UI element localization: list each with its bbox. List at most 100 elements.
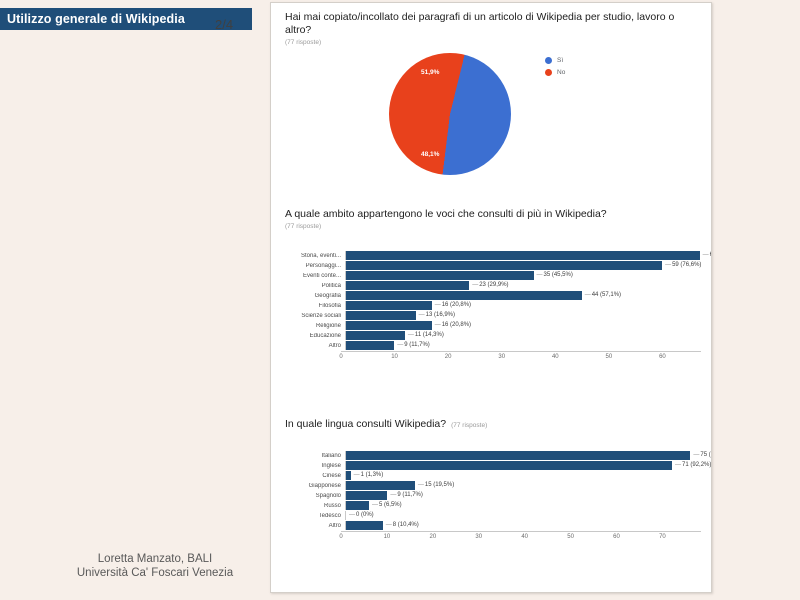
bar-value-label: 16 (20,8%) — [435, 321, 471, 330]
axis-tick-label: 0 — [339, 354, 343, 360]
bar-category-label: Personaggi... — [305, 262, 341, 269]
bar-category-label: Altro — [328, 522, 341, 529]
bar-track: 35 (45,5%) — [345, 271, 701, 280]
bar-chart-row: Altro 9 (11,7%) — [281, 341, 701, 350]
slide-title-bar: Utilizzo generale di Wikipedia — [0, 8, 252, 30]
bar-track: 9 (11,7%) — [345, 491, 701, 500]
bar-value-label: 15 (19,5%) — [418, 481, 454, 490]
bar-track: 23 (29,9%) — [345, 281, 701, 290]
bar-chart-row: Educazione 11 (14,3%) — [281, 331, 701, 340]
bar-category-label: Russo — [323, 502, 341, 509]
question-2-title: A quale ambito appartengono le voci che … — [285, 208, 607, 220]
bar-value-label: 16 (20,8%) — [435, 301, 471, 310]
bar-chart-row: Italiano 75 (97,4%) — [281, 451, 711, 460]
bar-chart-row: Filosofia 16 (20,8%) — [281, 301, 701, 310]
bar[interactable] — [346, 331, 405, 340]
bar-value-label: 9 (11,7%) — [390, 491, 423, 500]
bar[interactable] — [346, 521, 383, 530]
bar-category-label: Educazione — [309, 332, 341, 339]
bar-chart-row: Storia, eventi... 66 (85,7%) — [281, 251, 711, 260]
bar-track: 15 (19,5%) — [345, 481, 701, 490]
legend-item-si[interactable]: Sì — [545, 57, 565, 64]
bar-category-label: Cinese — [322, 472, 341, 479]
bar-track: 13 (16,9%) — [345, 311, 701, 320]
bar[interactable] — [346, 251, 700, 260]
bar-chart-3: Italiano75 (97,4%) Inglese 71 (92,2%) Cines… — [281, 451, 711, 546]
axis-tick-label: 20 — [429, 534, 437, 540]
bar-value-label: 9 (11,7%) — [397, 341, 430, 350]
bar-track: 44 (57,1%) — [345, 291, 701, 300]
pie-slice-label-no: 51,9% — [421, 69, 440, 76]
bar-category-label: Inglese — [321, 462, 341, 469]
bar-track: 0 (0%) — [345, 511, 701, 520]
question-3-title: In quale lingua consulti Wikipedia? (77 r… — [285, 418, 697, 432]
bar-chart-row: Inglese 71 (92,2%) — [281, 461, 711, 470]
axis-tick-label: 20 — [444, 354, 452, 360]
bar-category-label: Altro — [328, 342, 341, 349]
axis-tick-label: 30 — [475, 534, 483, 540]
survey-results-card: Hai mai copiato/incollato dei paragrafi … — [270, 2, 712, 593]
bar-chart-row: Geografia 44 (57,1%) — [281, 291, 701, 300]
question-block-2: A quale ambito appartengono le voci che … — [285, 208, 697, 230]
bar-category-label: Scienze sociali — [301, 312, 341, 319]
bar-chart-3-axis: 0 10 20 30 40 50 60 70 — [339, 531, 701, 546]
bar-chart-row: Eventi conte... 35 (45,5%) — [281, 271, 701, 280]
bar[interactable] — [346, 341, 395, 350]
footer-affiliation: Università Ca' Foscari Venezia — [76, 567, 234, 579]
axis-tick-label: 40 — [551, 354, 559, 360]
pie-chart-graphic — [389, 53, 511, 175]
bar[interactable] — [346, 501, 369, 510]
bar[interactable] — [346, 461, 673, 470]
question-block-1: Hai mai copiato/incollato dei paragrafi … — [285, 11, 697, 46]
bar-track: 16 (20,8%) — [345, 301, 701, 310]
bar[interactable] — [346, 271, 534, 280]
bar-category-label: Religione — [315, 322, 341, 329]
bar-chart-row: Altro 8 (10,4%) — [281, 521, 701, 530]
bar-track: 75 (97,4%) — [345, 451, 711, 460]
pie-slice-label-si: 48,1% — [421, 151, 440, 158]
axis-tick-label: 10 — [391, 354, 398, 360]
bar-chart-row: Religione 16 (20,8%) — [281, 321, 701, 330]
bar-category-label: Geografia — [314, 292, 341, 299]
footer-author: Loretta Manzato, BALI — [97, 553, 213, 565]
bar-chart-2-axis: 0 10 20 30 40 50 60 — [339, 351, 701, 366]
bar-value-label: 44 (57,1%) — [585, 291, 621, 300]
bar-value-label: 23 (29,9%) — [472, 281, 508, 290]
bar[interactable] — [346, 311, 416, 320]
bar-category-label: Storia, eventi... — [300, 252, 341, 259]
legend-swatch-no — [545, 69, 552, 76]
bar-chart-row: Spagnolo 9 (11,7%) — [281, 491, 701, 500]
bar-value-label: 0 (0%) — [349, 511, 374, 520]
bar[interactable] — [346, 321, 432, 330]
bar-chart-row: Scienze sociali 13 (16,9%) — [281, 311, 701, 320]
axis-tick-label: 10 — [383, 534, 391, 540]
axis-tick-label: 40 — [521, 534, 529, 540]
bar-value-label: 75 (97,4%) — [693, 451, 711, 460]
bar[interactable] — [346, 261, 663, 270]
bar-value-label: 71 (92,2%) — [675, 461, 711, 470]
bar-track: 59 (76,6%) — [345, 261, 701, 270]
bar-chart-row: Politica 23 (29,9%) — [281, 281, 701, 290]
bar-track: 71 (92,2%) — [345, 461, 711, 470]
legend-item-no[interactable]: No — [545, 69, 565, 76]
pie-chart-legend: Sì No — [545, 57, 565, 81]
bar-track: 66 (85,7%) — [345, 251, 711, 260]
axis-tick-label: 0 — [339, 534, 343, 540]
bar-track: 11 (14,3%) — [345, 331, 701, 340]
bar-value-label: 5 (6,5%) — [372, 501, 402, 510]
legend-swatch-si — [545, 57, 552, 64]
pie-chart-1: 51,9% 48,1% Sì No — [271, 45, 711, 180]
bar[interactable] — [346, 481, 415, 490]
bar-chart-row: Giapponese 15 (19,5%) — [281, 481, 701, 490]
bar-chart-3-rows: Italiano75 (97,4%) Inglese 71 (92,2%) Cines… — [281, 451, 711, 530]
axis-tick-label: 50 — [605, 354, 613, 360]
bar[interactable] — [346, 281, 470, 290]
bar[interactable] — [346, 301, 432, 310]
bar[interactable] — [346, 471, 351, 480]
bar[interactable] — [346, 451, 691, 460]
bar-category-label: Giapponese — [308, 482, 341, 489]
bar[interactable] — [346, 491, 388, 500]
page-indicator: 2/4 — [215, 17, 234, 32]
bar-value-label: 66 (85,7%) — [703, 251, 711, 260]
bar[interactable] — [346, 291, 582, 300]
